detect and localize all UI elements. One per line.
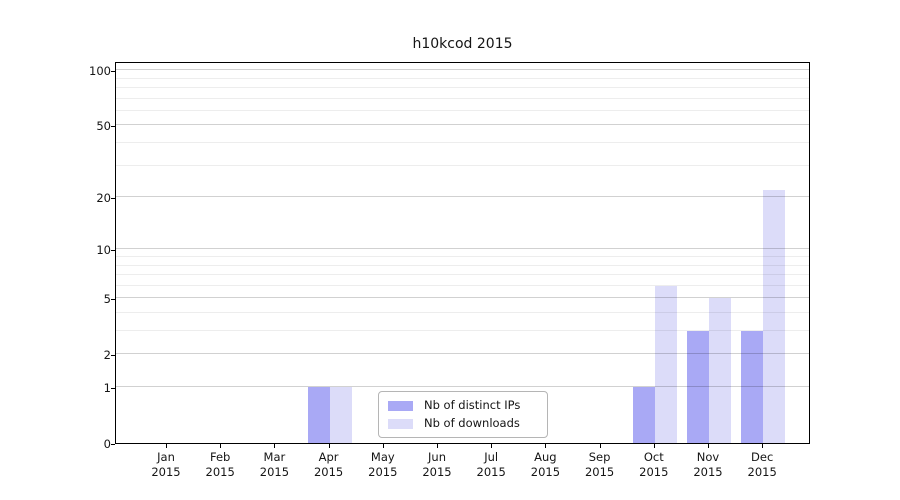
x-tick-label-feb: Feb 2015 (205, 450, 235, 479)
x-tick-dec (762, 444, 764, 448)
bar-nb-of-distinct-ips-nov (687, 331, 709, 443)
x-tick-label-dec: Dec 2015 (747, 450, 777, 479)
gridline-minor-70 (116, 97, 809, 99)
x-tick-label-oct: Oct 2015 (639, 450, 669, 479)
y-tick-label-5: 5 (103, 292, 111, 307)
x-tick-label-sep: Sep 2015 (584, 450, 615, 479)
gridline-major-10 (116, 248, 809, 250)
x-tick-feb (220, 444, 222, 448)
legend: Nb of distinct IPs Nb of downloads (378, 391, 548, 438)
x-tick-label-jul: Jul 2015 (476, 450, 506, 479)
legend-swatch-downloads (388, 418, 413, 429)
y-tick-100 (111, 71, 115, 73)
gridline-major-5 (116, 297, 809, 299)
bar-nb-of-downloads-oct (654, 285, 677, 443)
y-tick-1 (111, 388, 115, 389)
gridline-minor-4 (116, 311, 809, 313)
bar-nb-of-downloads-dec (763, 189, 786, 443)
gridline-minor-6 (116, 284, 809, 286)
bar-nb-of-downloads-apr (329, 387, 352, 443)
legend-swatch-distinct-ips (388, 400, 413, 411)
y-tick-5 (111, 299, 115, 301)
gridline-minor-30 (116, 164, 809, 166)
x-tick-label-aug: Aug 2015 (530, 450, 561, 479)
x-tick-apr (328, 444, 330, 448)
x-tick-label-may: May 2015 (368, 450, 398, 479)
plot-area (115, 62, 810, 444)
y-tick-label-2: 2 (103, 348, 111, 363)
gridline-major-20 (116, 196, 809, 197)
y-tick-label-50: 50 (96, 119, 111, 134)
y-tick-label-10: 10 (96, 243, 111, 258)
legend-label-downloads: Nb of downloads (424, 416, 520, 430)
gridline-minor-90 (116, 77, 809, 79)
y-tick-label-20: 20 (96, 191, 111, 205)
bar-nb-of-distinct-ips-dec (741, 331, 764, 443)
gridline-minor-8 (116, 264, 809, 266)
gridline-major-2 (116, 353, 809, 355)
x-tick-aug (545, 444, 547, 448)
legend-item-downloads: Nb of downloads (388, 417, 539, 430)
x-tick-oct (653, 444, 655, 448)
x-tick-jan (166, 444, 167, 448)
gridline-minor-9 (116, 255, 809, 257)
legend-label-distinct-ips: Nb of distinct IPs (424, 398, 521, 412)
gridline-minor-40 (116, 141, 809, 143)
bar-nb-of-distinct-ips-oct (632, 387, 655, 443)
y-tick-2 (111, 355, 115, 357)
chart-title: h10kcod 2015 (412, 36, 513, 52)
gridline-minor-3 (116, 330, 809, 331)
y-tick-label-0: 0 (103, 437, 111, 451)
gridline-major-1 (116, 386, 809, 387)
y-tick-50 (111, 126, 115, 128)
legend-item-distinct-ips: Nb of distinct IPs (388, 399, 539, 412)
x-tick-label-nov: Nov 2015 (693, 450, 723, 479)
gridline-minor-7 (116, 274, 809, 275)
y-tick-0 (111, 444, 115, 445)
x-tick-nov (708, 444, 709, 448)
y-tick-10 (111, 250, 115, 252)
x-tick-may (382, 444, 384, 448)
x-tick-mar (274, 444, 276, 448)
bar-nb-of-distinct-ips-apr (307, 387, 330, 443)
x-tick-jul (491, 444, 493, 448)
gridline-minor-80 (116, 86, 809, 88)
gridline-major-50 (116, 124, 809, 126)
y-tick-label-1: 1 (103, 381, 111, 395)
bar-nb-of-downloads-nov (709, 298, 731, 443)
gridline-minor-60 (116, 109, 809, 111)
x-tick-label-apr: Apr 2015 (313, 450, 344, 479)
x-tick-jun (437, 444, 438, 448)
x-tick-label-jun: Jun 2015 (422, 450, 452, 479)
x-tick-label-mar: Mar 2015 (259, 450, 290, 479)
gridline-major-100 (116, 69, 809, 71)
y-tick-20 (111, 198, 115, 199)
y-tick-label-100: 100 (89, 64, 111, 79)
x-tick-label-jan: Jan 2015 (151, 450, 181, 479)
x-tick-sep (599, 444, 601, 448)
